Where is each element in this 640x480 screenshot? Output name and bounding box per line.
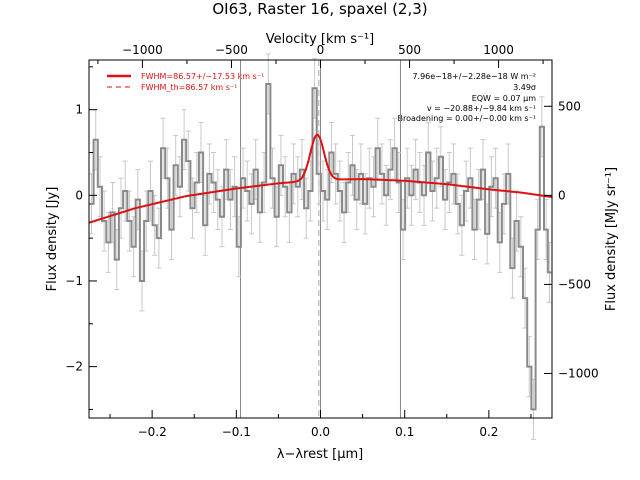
spectrum-line [89,83,552,411]
x-tick-label: 0.0 [311,425,330,439]
velocity-axis-label: Velocity [km s⁻¹] [266,32,374,47]
y-tick-label: 0 [75,188,83,202]
legend: FWHM=86.57+/−17.53 km s⁻¹ FWHM_th=86.57 … [107,72,264,92]
fit-annotations: 7.96e−18+/−2.28e−18 W m⁻² 3.49σ EQW = 0.… [398,72,537,123]
x-tick-label: 0.1 [395,425,414,439]
y2-tick-label: −500 [558,277,591,291]
y2-tick-label: 500 [558,99,581,113]
velocity-tick-label: 500 [398,43,421,57]
velocity-tick-label: −500 [215,43,248,57]
annotation-eqw: EQW = 0.07 μm [472,94,536,103]
y-tick-label: 1 [75,103,83,117]
axes: −0.2 −0.1 0.0 0.1 0.2 −1000 −500 0 500 1000 1 0 −1 −2… [65,43,598,439]
y-tick-label: −1 [65,274,83,288]
annotation-line-flux: 7.96e−18+/−2.28e−18 W m⁻² [412,72,536,81]
chart-title: OI63, Raster 16, spaxel (2,3) [212,0,427,18]
annotation-significance: 3.49σ [513,83,536,92]
annotation-broadening: Broadening = 0.00+/−0.00 km s⁻¹ [398,114,536,123]
y-tick-label: −2 [65,360,83,374]
x-tick-label: −0.2 [138,425,167,439]
velocity-tick-label: 0 [317,43,325,57]
model-thermal-line [282,134,352,184]
legend-fwhm-th-label: FWHM_th=86.57 km s⁻¹ [141,83,237,92]
velocity-tick-label: 1000 [483,43,514,57]
legend-fwhm-label: FWHM=86.57+/−17.53 km s⁻¹ [141,72,264,81]
spectrum-series [89,83,552,411]
flux-mjysr-axis-label: Flux density [MJy sr⁻¹] [604,167,619,311]
reference-lines [240,60,401,418]
velocity-tick-label: −1000 [122,43,163,57]
x-tick-label: 0.2 [479,425,498,439]
wavelength-axis-label: λ−λrest [μm] [277,447,363,462]
y2-tick-label: 0 [558,188,566,202]
annotation-velocity: v = −20.88+/−9.84 km s⁻¹ [427,104,536,113]
model-fit [88,133,553,224]
y2-tick-label: −1000 [558,366,599,380]
flux-jy-axis-label: Flux density [Jy] [45,187,60,292]
x-tick-label: −0.1 [222,425,251,439]
